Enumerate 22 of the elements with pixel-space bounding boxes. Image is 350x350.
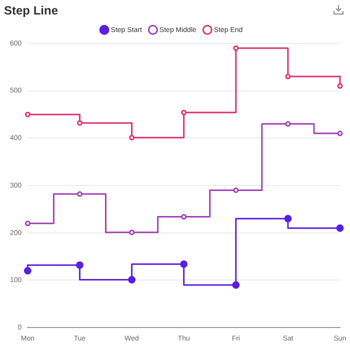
point	[128, 276, 136, 284]
point	[233, 187, 239, 193]
point	[24, 112, 30, 118]
point	[76, 191, 82, 197]
point	[337, 83, 343, 89]
point	[284, 214, 292, 222]
point	[129, 134, 135, 140]
point	[285, 121, 291, 127]
point	[181, 214, 187, 220]
point	[180, 260, 188, 268]
point	[129, 230, 135, 236]
point	[24, 220, 30, 226]
point	[285, 74, 291, 80]
point	[76, 261, 84, 269]
point	[24, 267, 32, 275]
point	[76, 120, 82, 126]
point	[232, 281, 240, 289]
point	[233, 45, 239, 51]
point	[336, 224, 344, 232]
point	[337, 130, 343, 136]
point	[181, 110, 187, 116]
chart-title: Step Line	[4, 4, 58, 18]
